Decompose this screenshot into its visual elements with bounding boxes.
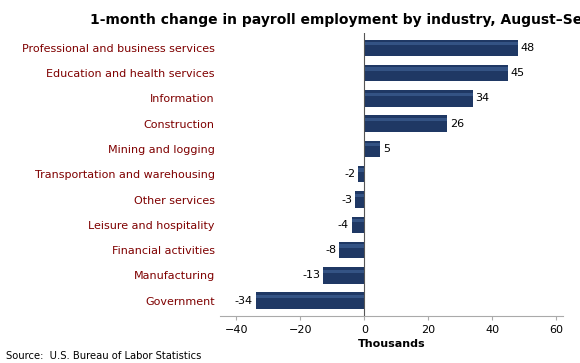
- Bar: [322, 270, 364, 273]
- Bar: [358, 166, 364, 183]
- Bar: [256, 293, 364, 309]
- Bar: [355, 191, 364, 208]
- Text: -2: -2: [345, 169, 356, 179]
- Bar: [256, 295, 364, 298]
- Bar: [355, 194, 364, 197]
- Bar: [322, 267, 364, 284]
- Bar: [364, 90, 473, 107]
- Bar: [364, 93, 473, 96]
- Bar: [351, 219, 364, 222]
- Title: 1-month change in payroll employment by industry, August–September 2011: 1-month change in payroll employment by …: [90, 13, 580, 27]
- Bar: [364, 143, 380, 147]
- Text: -13: -13: [302, 270, 320, 280]
- Text: -8: -8: [325, 245, 336, 255]
- Bar: [364, 141, 380, 157]
- Bar: [351, 217, 364, 233]
- Text: -3: -3: [341, 195, 352, 204]
- Text: Source:  U.S. Bureau of Labor Statistics: Source: U.S. Bureau of Labor Statistics: [6, 351, 201, 361]
- Bar: [364, 68, 508, 71]
- Bar: [339, 244, 364, 248]
- Text: 34: 34: [476, 93, 490, 103]
- Text: 26: 26: [450, 119, 464, 129]
- Bar: [358, 168, 364, 172]
- Text: -4: -4: [338, 220, 349, 230]
- Text: -34: -34: [235, 295, 253, 306]
- X-axis label: Thousands: Thousands: [358, 339, 425, 349]
- Bar: [364, 42, 518, 45]
- Text: 48: 48: [520, 43, 535, 53]
- Bar: [364, 65, 508, 81]
- Bar: [364, 115, 447, 132]
- Text: 5: 5: [383, 144, 390, 154]
- Bar: [364, 118, 447, 121]
- Bar: [364, 40, 518, 56]
- Text: 45: 45: [511, 68, 525, 78]
- Bar: [339, 242, 364, 258]
